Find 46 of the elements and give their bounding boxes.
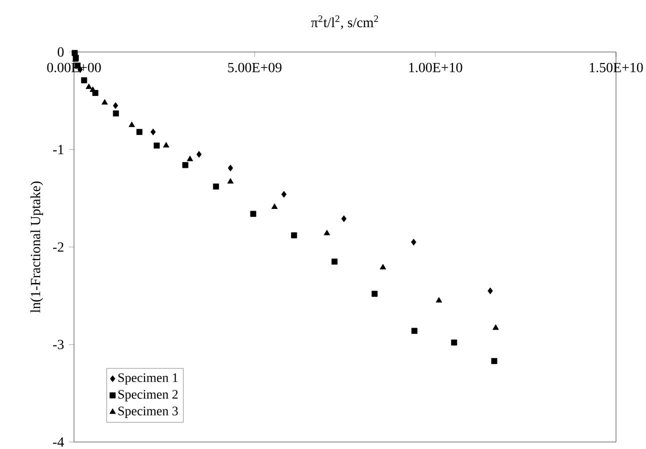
- point: [112, 102, 118, 110]
- point: [436, 297, 442, 303]
- point: [86, 84, 92, 89]
- legend-label: Specimen 2: [118, 390, 178, 402]
- point: [411, 328, 418, 334]
- point: [380, 264, 386, 270]
- legend-label: Specimen 1: [118, 373, 178, 385]
- point: [411, 238, 416, 246]
- point: [150, 128, 156, 136]
- point: [81, 77, 88, 84]
- point: [196, 150, 202, 158]
- point: [154, 142, 160, 149]
- point: [341, 215, 347, 222]
- y-tick-label: 0: [58, 47, 64, 57]
- point: [491, 358, 498, 364]
- point: [227, 178, 234, 184]
- point: [136, 128, 142, 135]
- x-tick-label: 5.00E+09: [228, 62, 282, 72]
- point: [488, 287, 493, 294]
- y-tick-label: -2: [53, 242, 64, 252]
- point: [271, 203, 278, 209]
- point: [291, 232, 298, 238]
- y-tick-label: -1: [53, 144, 64, 154]
- point: [163, 142, 170, 148]
- y-tick-label: -3: [53, 340, 64, 350]
- y-tick-label: -4: [53, 437, 64, 447]
- point: [102, 99, 108, 105]
- point: [213, 184, 219, 190]
- point: [492, 324, 499, 330]
- point: [228, 164, 234, 172]
- y-axis-title: ln(1-Fractional Uptake): [30, 182, 44, 313]
- point: [332, 258, 338, 265]
- point: [112, 110, 119, 116]
- point: [186, 156, 194, 162]
- point: [281, 190, 287, 198]
- x-axis-title: π$^{2}$t/l$^{2}$, s/cm$^{2}$: [311, 15, 378, 30]
- point: [90, 86, 96, 92]
- point: [372, 290, 378, 297]
- x-tick-label: 1.00E+10: [409, 62, 462, 72]
- point: [128, 122, 135, 128]
- point: [324, 230, 330, 236]
- point: [451, 340, 458, 346]
- x-tick-label: 1.50E+10: [590, 62, 643, 72]
- point: [250, 210, 256, 217]
- point: [182, 162, 188, 168]
- legend-label: Specimen 3: [118, 406, 178, 418]
